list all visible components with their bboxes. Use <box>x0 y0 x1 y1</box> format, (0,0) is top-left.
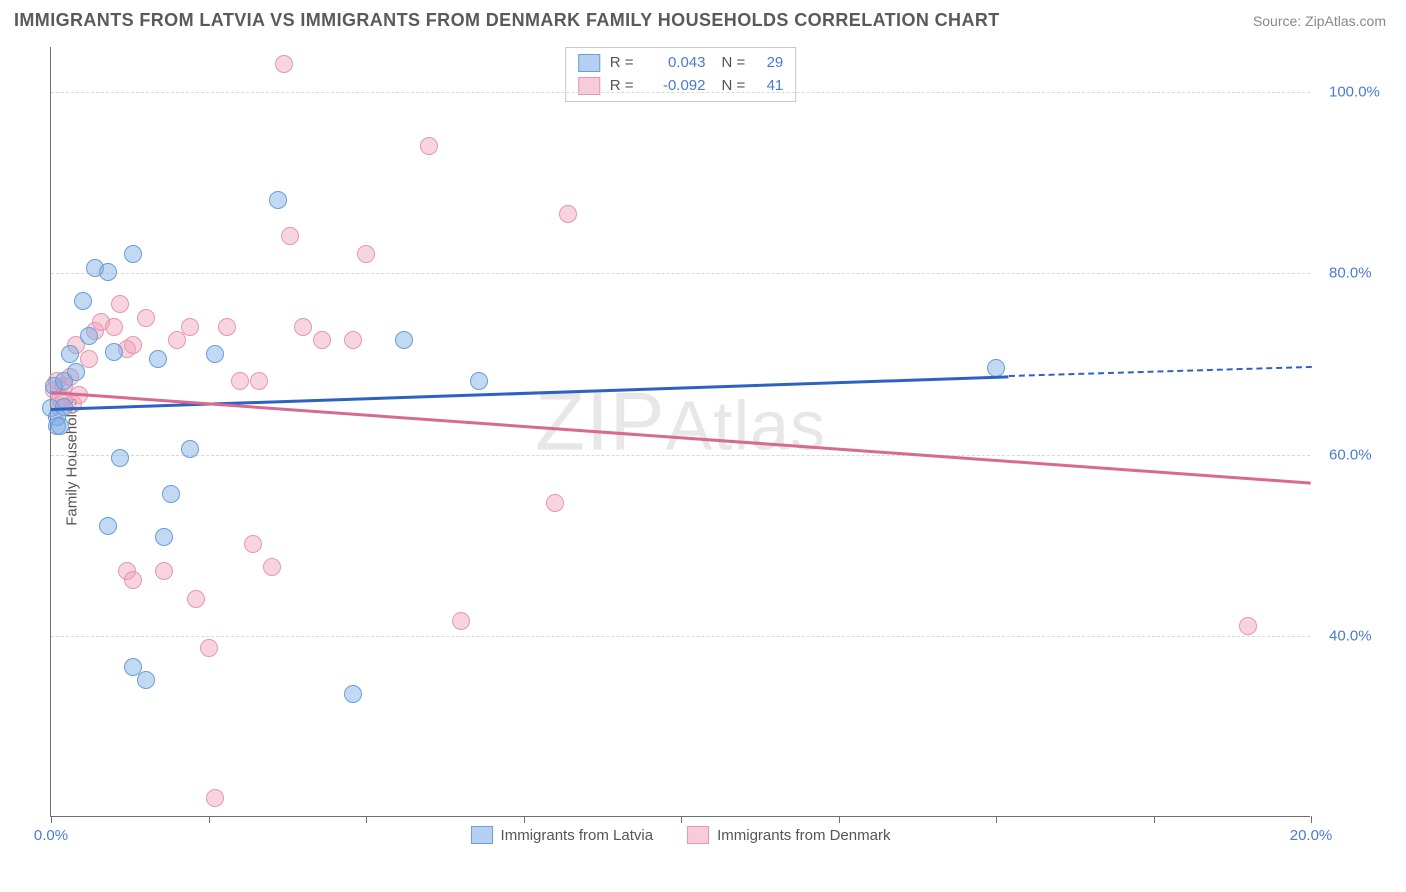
legend-swatch-latvia <box>578 54 600 72</box>
legend-swatch-denmark <box>687 826 709 844</box>
series-legend: Immigrants from Latvia Immigrants from D… <box>471 826 891 844</box>
scatter-point <box>1239 617 1257 635</box>
scatter-point <box>263 558 281 576</box>
scatter-point <box>218 318 236 336</box>
scatter-point <box>344 331 362 349</box>
scatter-point <box>206 345 224 363</box>
scatter-point <box>155 562 173 580</box>
scatter-point <box>546 494 564 512</box>
scatter-point <box>105 343 123 361</box>
legend-r-label: R = <box>610 52 634 75</box>
x-tick-mark <box>681 816 682 823</box>
trend-line <box>51 391 1311 484</box>
legend-label-latvia: Immigrants from Latvia <box>501 827 654 844</box>
scatter-point <box>187 590 205 608</box>
scatter-point <box>294 318 312 336</box>
scatter-point <box>61 345 79 363</box>
chart-title: IMMIGRANTS FROM LATVIA VS IMMIGRANTS FRO… <box>14 10 1000 31</box>
scatter-point <box>231 372 249 390</box>
scatter-point <box>168 331 186 349</box>
legend-swatch-latvia <box>471 826 493 844</box>
scatter-point <box>470 372 488 390</box>
scatter-point <box>244 535 262 553</box>
scatter-point <box>67 363 85 381</box>
legend-n-label: N = <box>722 52 746 75</box>
scatter-point <box>181 440 199 458</box>
scatter-point <box>137 671 155 689</box>
scatter-point <box>281 227 299 245</box>
scatter-point <box>137 309 155 327</box>
scatter-point <box>250 372 268 390</box>
legend-n-label: N = <box>722 75 746 98</box>
scatter-point <box>357 245 375 263</box>
scatter-point <box>80 327 98 345</box>
scatter-point <box>452 612 470 630</box>
scatter-point <box>99 263 117 281</box>
source-attribution: Source: ZipAtlas.com <box>1253 13 1386 29</box>
legend-item-denmark: Immigrants from Denmark <box>687 826 890 844</box>
scatter-point <box>111 449 129 467</box>
gridline-h <box>51 636 1310 637</box>
scatter-point <box>420 137 438 155</box>
y-tick-label: 80.0% <box>1329 265 1372 282</box>
watermark-small: Atlas <box>665 386 826 464</box>
x-tick-mark <box>1311 816 1312 823</box>
scatter-point <box>149 350 167 368</box>
x-tick-mark <box>366 816 367 823</box>
scatter-point <box>313 331 331 349</box>
scatter-point <box>124 245 142 263</box>
scatter-point <box>124 336 142 354</box>
x-tick-mark <box>209 816 210 823</box>
scatter-point <box>987 359 1005 377</box>
legend-row-latvia: R = 0.043 N = 29 <box>578 52 784 75</box>
x-tick-mark <box>524 816 525 823</box>
x-tick-label: 0.0% <box>34 827 68 844</box>
scatter-point <box>344 685 362 703</box>
scatter-point <box>275 55 293 73</box>
legend-row-denmark: R = -0.092 N = 41 <box>578 75 784 98</box>
scatter-point <box>99 517 117 535</box>
x-tick-mark <box>1154 816 1155 823</box>
scatter-point <box>200 639 218 657</box>
legend-r-label: R = <box>610 75 634 98</box>
gridline-h <box>51 92 1310 93</box>
scatter-point <box>74 292 92 310</box>
legend-r-value-denmark: -0.092 <box>644 75 706 98</box>
scatter-point <box>181 318 199 336</box>
legend-r-value-latvia: 0.043 <box>644 52 706 75</box>
legend-n-value-latvia: 29 <box>755 52 783 75</box>
x-tick-mark <box>51 816 52 823</box>
scatter-point <box>111 295 129 313</box>
legend-item-latvia: Immigrants from Latvia <box>471 826 654 844</box>
y-tick-label: 100.0% <box>1329 84 1380 101</box>
correlation-legend: R = 0.043 N = 29 R = -0.092 N = 41 <box>565 47 797 102</box>
scatter-point <box>105 318 123 336</box>
chart-header: IMMIGRANTS FROM LATVIA VS IMMIGRANTS FRO… <box>0 0 1406 37</box>
scatter-point <box>395 331 413 349</box>
scatter-point <box>559 205 577 223</box>
scatter-point <box>124 571 142 589</box>
chart-container: Family Households ZIPAtlas R = 0.043 N =… <box>0 37 1406 887</box>
trend-line <box>51 375 1009 410</box>
legend-n-value-denmark: 41 <box>755 75 783 98</box>
scatter-point <box>269 191 287 209</box>
scatter-point <box>51 417 69 435</box>
plot-area: ZIPAtlas R = 0.043 N = 29 R = -0.092 N =… <box>50 47 1310 817</box>
legend-label-denmark: Immigrants from Denmark <box>717 827 890 844</box>
x-tick-mark <box>839 816 840 823</box>
scatter-point <box>162 485 180 503</box>
y-tick-label: 60.0% <box>1329 446 1372 463</box>
x-tick-mark <box>996 816 997 823</box>
scatter-point <box>206 789 224 807</box>
gridline-h <box>51 455 1310 456</box>
y-tick-label: 40.0% <box>1329 627 1372 644</box>
scatter-point <box>155 528 173 546</box>
trend-line-extrapolated <box>1009 366 1311 377</box>
x-tick-label: 20.0% <box>1290 827 1333 844</box>
gridline-h <box>51 273 1310 274</box>
